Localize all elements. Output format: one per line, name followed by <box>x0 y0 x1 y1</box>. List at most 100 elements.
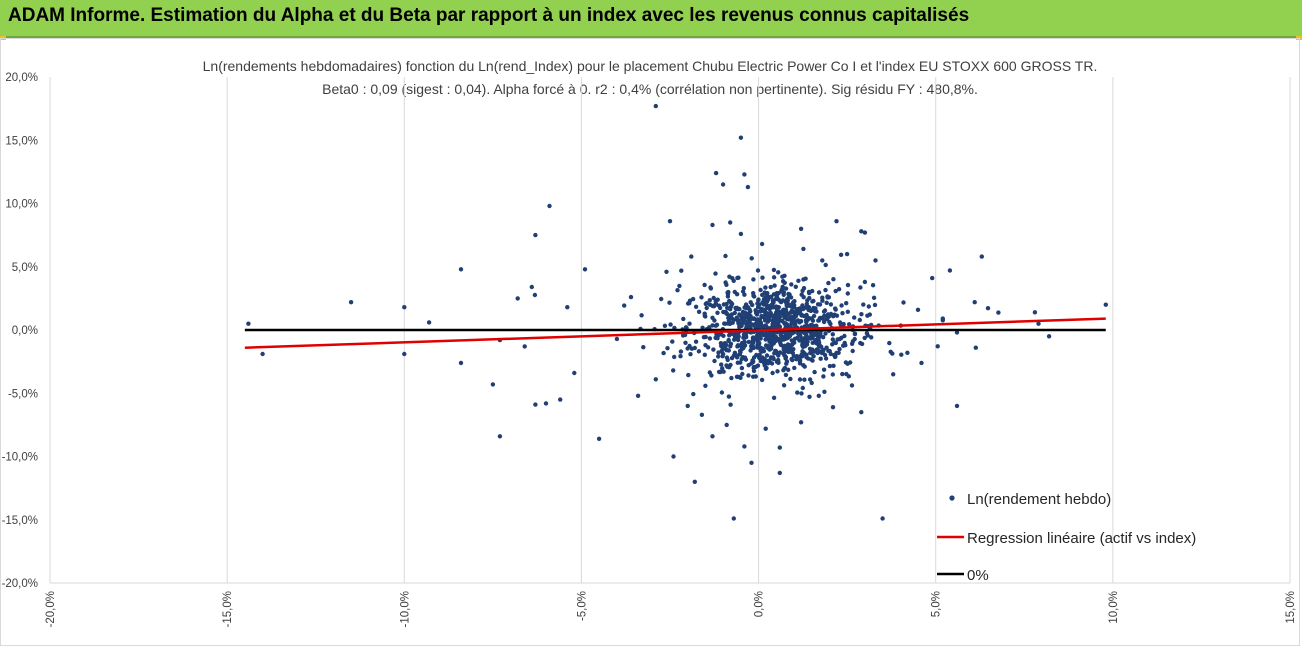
data-point <box>816 348 821 353</box>
data-point <box>784 359 790 364</box>
data-point <box>810 307 815 312</box>
data-point <box>797 377 803 382</box>
data-point <box>783 372 789 378</box>
data-point <box>844 371 849 377</box>
data-point <box>1103 302 1109 307</box>
data-point <box>704 301 709 306</box>
data-point <box>771 395 777 400</box>
regression-line <box>244 317 1106 349</box>
data-point <box>741 317 747 323</box>
data-point <box>809 380 814 386</box>
data-point <box>780 274 785 279</box>
data-point <box>799 336 805 341</box>
data-point <box>826 348 831 353</box>
data-point <box>831 363 836 368</box>
data-point <box>816 393 821 398</box>
data-point <box>807 394 812 399</box>
data-point <box>746 339 751 345</box>
x-tick-label: 10,0% <box>1108 591 1120 624</box>
data-point <box>724 347 729 352</box>
data-point <box>715 336 720 341</box>
data-point <box>689 254 694 259</box>
data-point <box>812 369 817 375</box>
data-point <box>668 322 673 327</box>
data-point <box>858 340 863 346</box>
data-point <box>703 334 708 340</box>
data-point <box>712 358 717 364</box>
data-point <box>661 350 666 356</box>
data-point <box>821 309 827 314</box>
data-point <box>670 339 675 344</box>
data-point <box>732 350 738 355</box>
data-point <box>772 322 777 328</box>
data-point <box>402 351 407 357</box>
data-point <box>771 335 776 340</box>
data-point <box>830 372 835 377</box>
data-point <box>899 352 904 357</box>
data-point <box>905 350 910 355</box>
data-point <box>850 348 855 354</box>
data-point <box>707 298 712 303</box>
data-point <box>757 340 762 346</box>
data-point <box>745 184 751 190</box>
data-point <box>532 292 538 298</box>
data-point <box>852 336 857 342</box>
data-point <box>778 341 783 346</box>
data-point <box>783 349 788 354</box>
data-point <box>767 330 772 336</box>
data-point <box>741 345 746 351</box>
data-point <box>849 341 855 346</box>
y-tick-label: -15,0% <box>2 515 38 527</box>
data-point <box>672 354 677 360</box>
data-point <box>558 397 563 402</box>
data-point <box>843 343 848 348</box>
data-point <box>843 360 849 365</box>
data-point <box>724 422 729 428</box>
data-point <box>820 295 825 300</box>
data-point <box>692 345 697 351</box>
data-point <box>543 401 549 406</box>
data-point <box>764 291 770 297</box>
data-point <box>703 383 708 388</box>
data-point <box>800 303 805 308</box>
data-point <box>735 337 741 343</box>
data-point <box>727 274 732 279</box>
data-point <box>749 256 754 261</box>
data-point <box>729 355 735 361</box>
data-point <box>858 285 863 290</box>
data-point <box>705 345 711 350</box>
data-point <box>720 354 725 359</box>
data-point <box>789 308 795 313</box>
data-point <box>781 383 787 388</box>
data-point <box>873 258 878 263</box>
data-point <box>741 332 747 337</box>
data-point <box>733 305 738 311</box>
data-point <box>727 321 733 326</box>
data-point <box>675 288 680 293</box>
data-point <box>794 354 800 359</box>
data-point <box>789 356 794 362</box>
legend-label-regression: Regression linéaire (actif vs index) <box>967 530 1196 547</box>
chart-frame <box>0 38 1300 646</box>
data-point <box>866 304 871 309</box>
data-point <box>755 268 761 273</box>
data-point <box>845 309 850 314</box>
data-point <box>712 318 717 323</box>
data-point <box>653 377 658 382</box>
data-point <box>801 313 807 319</box>
data-point <box>458 267 464 272</box>
y-tick-label: 15,0% <box>5 135 38 147</box>
data-point <box>692 479 697 484</box>
data-point <box>833 306 838 311</box>
data-point <box>833 340 838 346</box>
data-point <box>801 306 806 312</box>
data-point <box>764 365 769 371</box>
data-point <box>713 301 719 306</box>
data-point <box>776 313 781 319</box>
data-point <box>736 275 741 280</box>
data-point <box>709 373 714 378</box>
data-point <box>702 282 707 288</box>
y-tick-label: 20,0% <box>5 72 38 84</box>
y-tick-label: 5,0% <box>12 262 38 274</box>
data-point <box>786 291 791 297</box>
